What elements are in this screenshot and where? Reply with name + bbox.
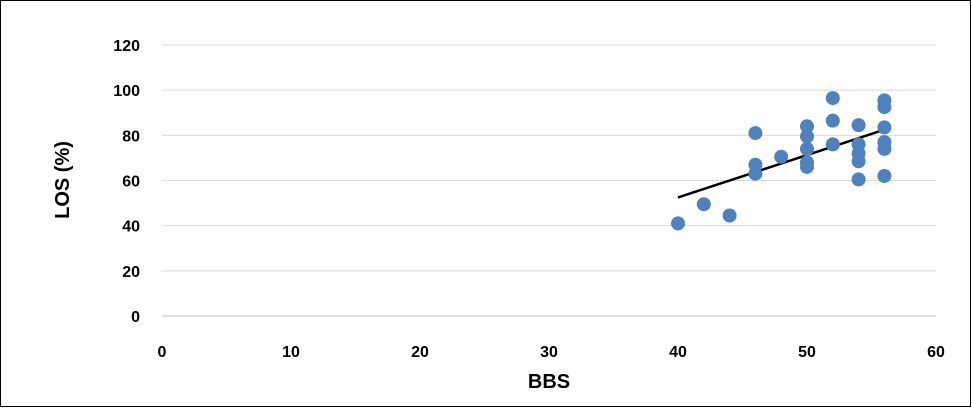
data-point-9: [800, 141, 814, 156]
x-tick-label-0: 0: [158, 344, 167, 361]
x-tick-label-60: 60: [927, 344, 945, 361]
y-tick-label-0: 0: [131, 309, 140, 326]
y-tick-label-120: 120: [113, 38, 140, 55]
data-point-25: [877, 168, 892, 183]
gridlines: [162, 44, 936, 272]
x-tick-label-50: 50: [798, 344, 816, 361]
data-point-12: [825, 91, 840, 106]
data-point-18: [851, 154, 866, 169]
data-point-21: [877, 100, 892, 115]
data-point-24: [877, 141, 892, 156]
data-point-15: [851, 118, 866, 133]
y-tick-label-80: 80: [122, 128, 140, 145]
data-point-2: [722, 208, 737, 223]
x-axis-title: BBS: [528, 371, 570, 393]
data-point-8: [800, 129, 814, 144]
data-point-6: [774, 149, 789, 164]
y-axis-title: LOS (%): [52, 141, 74, 219]
data-point-3: [748, 126, 763, 141]
data-point-14: [825, 137, 840, 152]
data-point-0: [671, 216, 685, 231]
y-tick-label-60: 60: [122, 174, 140, 191]
x-tick-label-10: 10: [282, 344, 300, 361]
x-tick-label-30: 30: [540, 344, 558, 361]
y-tick-label-100: 100: [113, 83, 140, 100]
y-tick-label-20: 20: [122, 264, 140, 281]
x-tick-label-20: 20: [411, 344, 429, 361]
tick-labels: 0 20 40 60 80 100 120 0 10 20 30 40 50 60: [113, 38, 945, 361]
data-point-13: [825, 113, 840, 128]
x-tick-label-40: 40: [669, 344, 687, 361]
data-point-22: [877, 120, 892, 135]
y-tick-label-40: 40: [122, 219, 140, 236]
data-point-19: [851, 172, 866, 187]
data-point-1: [696, 197, 711, 212]
data-point-7: [800, 119, 814, 134]
data-points: [671, 91, 892, 231]
data-point-11: [800, 159, 814, 174]
data-point-5: [748, 166, 763, 181]
